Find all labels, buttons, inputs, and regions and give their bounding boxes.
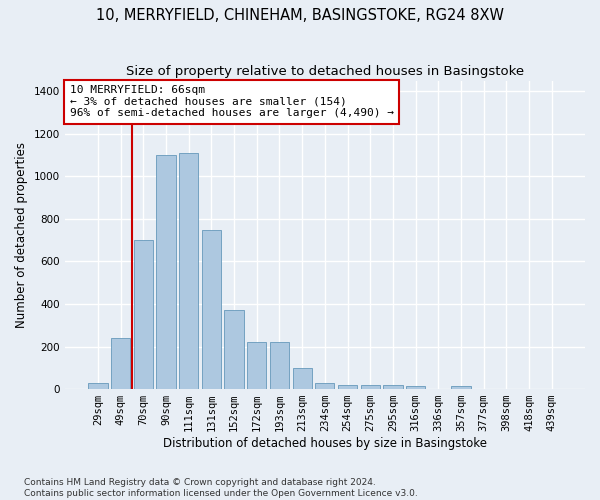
Bar (247, 342, 266, 389)
Bar (157, 155, 176, 389)
Text: Contains HM Land Registry data © Crown copyright and database right 2024.
Contai: Contains HM Land Registry data © Crown c… (24, 478, 418, 498)
Bar (315, 382, 334, 389)
Bar (224, 310, 244, 389)
Y-axis label: Number of detached properties: Number of detached properties (15, 142, 28, 328)
Bar (111, 338, 130, 389)
Text: 10 MERRYFIELD: 66sqm
← 3% of detached houses are smaller (154)
96% of semi-detac: 10 MERRYFIELD: 66sqm ← 3% of detached ho… (70, 85, 394, 118)
Text: 10, MERRYFIELD, CHINEHAM, BASINGSTOKE, RG24 8XW: 10, MERRYFIELD, CHINEHAM, BASINGSTOKE, R… (96, 8, 504, 22)
Bar (202, 230, 221, 389)
Bar (451, 386, 470, 389)
Bar (179, 153, 199, 389)
Bar (270, 342, 289, 389)
Title: Size of property relative to detached houses in Basingstoke: Size of property relative to detached ho… (126, 65, 524, 78)
Bar (293, 368, 312, 389)
Bar (134, 240, 153, 389)
Bar (383, 385, 403, 389)
X-axis label: Distribution of detached houses by size in Basingstoke: Distribution of detached houses by size … (163, 437, 487, 450)
Bar (361, 385, 380, 389)
Bar (406, 386, 425, 389)
Bar (88, 382, 107, 389)
Bar (338, 385, 357, 389)
